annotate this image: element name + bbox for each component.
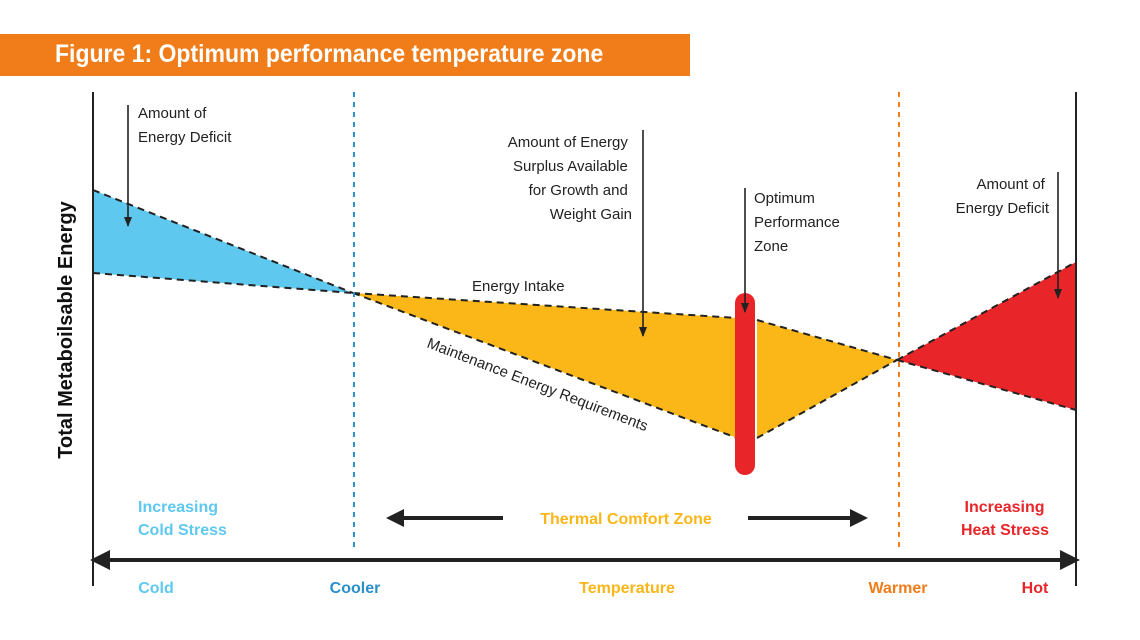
intake-line-right [756, 319, 898, 361]
surplus-region-right [757, 320, 897, 438]
comfort-arrowhead-left [386, 509, 404, 527]
x-label-hot: Hot [1022, 580, 1049, 597]
deficit-right-label: Amount of Energy Deficit [956, 176, 1050, 217]
x-label-cooler: Cooler [330, 580, 381, 597]
energy-intake-line [352, 292, 738, 319]
x-label-warmer: Warmer [869, 580, 928, 597]
maintenance-line-cold [92, 189, 354, 294]
heat-stress-label: Increasing Heat Stress [961, 499, 1049, 539]
maintenance-line [352, 292, 738, 439]
x-label-temperature: Temperature [579, 580, 675, 597]
intake-line-heat [896, 359, 1077, 411]
surplus-label: Amount of Energy Surplus Available for G… [508, 134, 632, 223]
comfort-arrowhead-right [850, 509, 868, 527]
intake-line-cold [92, 272, 354, 294]
temperature-axis-arrow-right [1060, 550, 1080, 570]
temperature-axis-arrow-left [90, 550, 110, 570]
figure-title: Figure 1: Optimum performance temperatur… [55, 40, 604, 68]
y-axis-label: Total Metaboilsable Energy [55, 200, 77, 458]
cold-stress-label: Increasing Cold Stress [138, 499, 227, 539]
heat-deficit-region [897, 262, 1076, 410]
deficit-left-label: Amount of Energy Deficit [138, 105, 232, 146]
maintenance-line-heat [896, 261, 1077, 361]
optimum-zone-label: Optimum Performance Zone [754, 190, 844, 255]
figure-title-bar: Figure 1: Optimum performance temperatur… [0, 34, 690, 76]
x-label-cold: Cold [138, 580, 174, 597]
optimum-performance-bar [735, 293, 755, 475]
maintenance-line-right [756, 359, 898, 439]
thermal-comfort-zone-label: Thermal Comfort Zone [540, 511, 712, 528]
energy-intake-label: Energy Intake [472, 278, 565, 295]
